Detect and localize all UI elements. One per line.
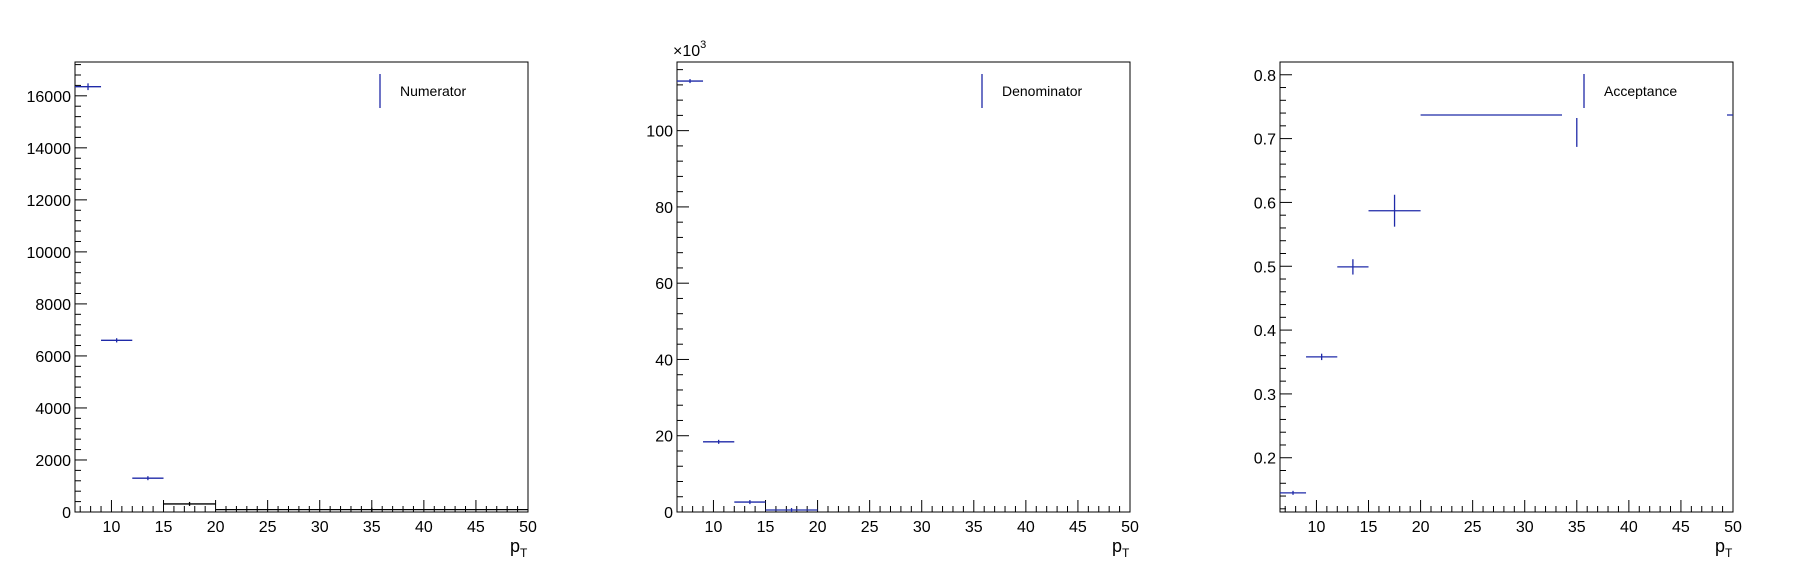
data-point <box>677 79 704 84</box>
y-tick-label: 20 <box>655 429 673 446</box>
x-tick-label: 10 <box>1308 519 1326 536</box>
y-tick-label: 6000 <box>35 349 71 366</box>
x-tick-label: 40 <box>415 519 433 536</box>
legend-box <box>1562 66 1727 118</box>
y-tick-label: 0.7 <box>1254 132 1276 149</box>
x-axis-label: pT <box>1715 536 1733 560</box>
x-tick-label: 25 <box>861 519 879 536</box>
data-point <box>75 83 102 91</box>
x-tick-label: 20 <box>809 519 827 536</box>
y-tick-label: 0 <box>62 505 71 522</box>
x-tick-label: 25 <box>259 519 277 536</box>
x-tick-label: 10 <box>103 519 121 536</box>
data-point <box>703 439 735 444</box>
y-tick-label: 16000 <box>27 89 72 106</box>
y-tick-label: 12000 <box>27 193 72 210</box>
numerator-panel: 10 15 20 25 30 35 40 45 50 0 2000 4000 6000 8000 10000… <box>27 61 537 560</box>
y-tick-label: 8000 <box>35 297 71 314</box>
data-point <box>734 500 766 505</box>
legend-box <box>960 66 1125 118</box>
x-tick-label: 45 <box>467 519 485 536</box>
x-tick-label: 35 <box>363 519 381 536</box>
y-axis-multiplier: ×103 <box>673 39 706 60</box>
data-point <box>1337 259 1369 275</box>
legend-box <box>358 66 523 118</box>
x-tick-label: 40 <box>1017 519 1035 536</box>
x-tick-label: 45 <box>1069 519 1087 536</box>
y-tick-label: 0.8 <box>1254 68 1276 85</box>
legend-label: Acceptance <box>1604 83 1677 99</box>
x-tick-label: 35 <box>965 519 983 536</box>
x-tick-label: 50 <box>1724 519 1742 536</box>
y-tick-label: 10000 <box>27 245 72 262</box>
legend-label: Numerator <box>400 83 466 99</box>
x-tick-label: 15 <box>155 519 173 536</box>
y-tick-label: 0.4 <box>1254 323 1276 340</box>
y-tick-label: 40 <box>655 352 673 369</box>
plot-frame <box>1279 61 1734 513</box>
data-point <box>765 507 818 512</box>
acceptance-panel: 10 15 20 25 30 35 40 45 50 0.2 0.3 0.4 0.5 0.6 0.7 0.8 p… <box>1254 61 1742 560</box>
x-axis-label: pT <box>1112 536 1130 560</box>
y-tick-label: 0.2 <box>1254 451 1276 468</box>
x-tick-label: 15 <box>757 519 775 536</box>
x-tick-label: 15 <box>1360 519 1378 536</box>
x-tick-label: 50 <box>1121 519 1139 536</box>
data-point <box>101 338 133 343</box>
data-point <box>215 507 528 512</box>
data-point <box>1368 194 1421 227</box>
legend: Numerator <box>358 66 523 118</box>
x-tick-label: 10 <box>705 519 723 536</box>
data-point <box>163 501 216 506</box>
x-tick-label: 35 <box>1568 519 1586 536</box>
plot-frame <box>74 61 529 513</box>
x-tick-label: 30 <box>913 519 931 536</box>
y-tick-label: 4000 <box>35 401 71 418</box>
y-tick-label: 0.3 <box>1254 387 1276 404</box>
y-tick-label: 14000 <box>27 141 72 158</box>
y-tick-label: 60 <box>655 276 673 293</box>
y-tick-label: 2000 <box>35 453 71 470</box>
y-tick-label: 0.5 <box>1254 259 1276 276</box>
x-tick-label: 20 <box>207 519 225 536</box>
denominator-panel: 10 15 20 25 30 35 40 45 50 0 20 40 60 80 100 ×103 pT Deno… <box>646 39 1139 560</box>
x-tick-label: 50 <box>519 519 537 536</box>
data-point <box>1306 353 1338 361</box>
x-tick-label: 30 <box>1516 519 1534 536</box>
x-axis-label: pT <box>510 536 528 560</box>
legend: Acceptance <box>1562 66 1727 118</box>
y-tick-label: 100 <box>646 124 673 141</box>
x-tick-label: 20 <box>1412 519 1430 536</box>
data-point <box>1280 490 1307 495</box>
x-tick-label: 25 <box>1464 519 1482 536</box>
y-tick-label: 80 <box>655 200 673 217</box>
x-tick-label: 30 <box>311 519 329 536</box>
legend: Denominator <box>960 66 1125 118</box>
y-tick-label: 0 <box>664 505 673 522</box>
x-tick-label: 40 <box>1620 519 1638 536</box>
legend-label: Denominator <box>1002 83 1082 99</box>
data-point <box>132 476 164 481</box>
plot-frame <box>676 61 1131 513</box>
y-tick-label: 0.6 <box>1254 195 1276 212</box>
x-tick-label: 45 <box>1672 519 1690 536</box>
